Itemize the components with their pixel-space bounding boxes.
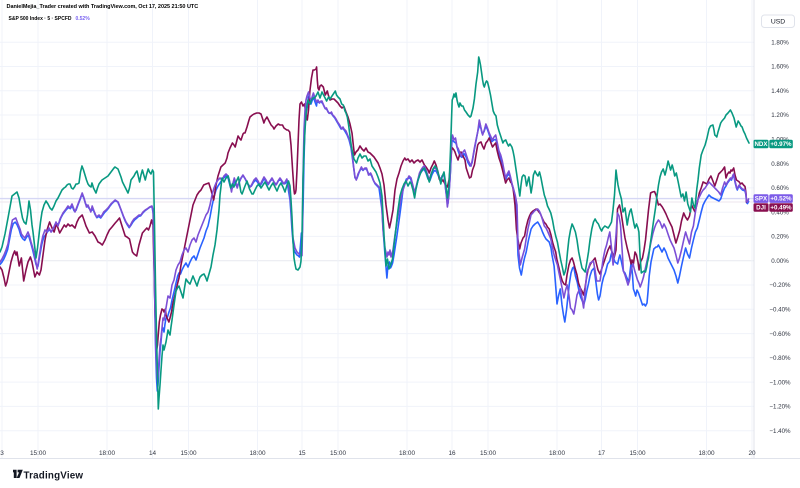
svg-text:1.40%: 1.40%: [771, 88, 789, 95]
svg-text:DJI: DJI: [756, 205, 766, 212]
svg-text:15:00: 15:00: [330, 450, 346, 457]
svg-text:15:00: 15:00: [630, 450, 646, 457]
svg-text:+0.97%: +0.97%: [770, 141, 792, 148]
svg-text:18:00: 18:00: [699, 450, 715, 457]
svg-text:+0.52%: +0.52%: [770, 196, 792, 203]
svg-text:NDX: NDX: [754, 141, 768, 148]
svg-text:1.80%: 1.80%: [771, 39, 789, 46]
svg-text:16: 16: [448, 450, 456, 457]
svg-text:14: 14: [149, 450, 157, 457]
svg-text:USD: USD: [771, 19, 785, 26]
svg-text:−0.60%: −0.60%: [769, 331, 791, 338]
svg-text:+0.49%: +0.49%: [770, 205, 792, 212]
svg-text:15:00: 15:00: [480, 450, 496, 457]
svg-text:−1.20%: −1.20%: [769, 404, 791, 411]
svg-text:18:00: 18:00: [549, 450, 565, 457]
svg-text:−0.40%: −0.40%: [769, 307, 791, 314]
svg-text:−0.20%: −0.20%: [769, 282, 791, 289]
svg-text:TradingView: TradingView: [24, 470, 84, 481]
svg-text:15: 15: [298, 450, 306, 457]
svg-text:1.20%: 1.20%: [771, 112, 789, 119]
svg-text:15:00: 15:00: [181, 450, 197, 457]
svg-text:20: 20: [748, 450, 756, 457]
svg-text:3: 3: [0, 450, 4, 457]
svg-text:0.60%: 0.60%: [771, 185, 789, 192]
svg-text:−1.00%: −1.00%: [769, 379, 791, 386]
svg-text:0.80%: 0.80%: [771, 161, 789, 168]
svg-text:1.60%: 1.60%: [771, 64, 789, 71]
svg-text:18:00: 18:00: [99, 450, 115, 457]
svg-text:SPX: SPX: [755, 196, 768, 203]
svg-text:17: 17: [598, 450, 606, 457]
svg-text:0.00%: 0.00%: [771, 258, 789, 265]
svg-text:0.40%: 0.40%: [771, 209, 789, 216]
svg-text:15:00: 15:00: [30, 450, 46, 457]
svg-text:18:00: 18:00: [399, 450, 415, 457]
svg-text:0.20%: 0.20%: [771, 234, 789, 241]
svg-text:18:00: 18:00: [250, 450, 266, 457]
svg-text:−1.40%: −1.40%: [769, 428, 791, 435]
svg-text:−0.80%: −0.80%: [769, 355, 791, 362]
